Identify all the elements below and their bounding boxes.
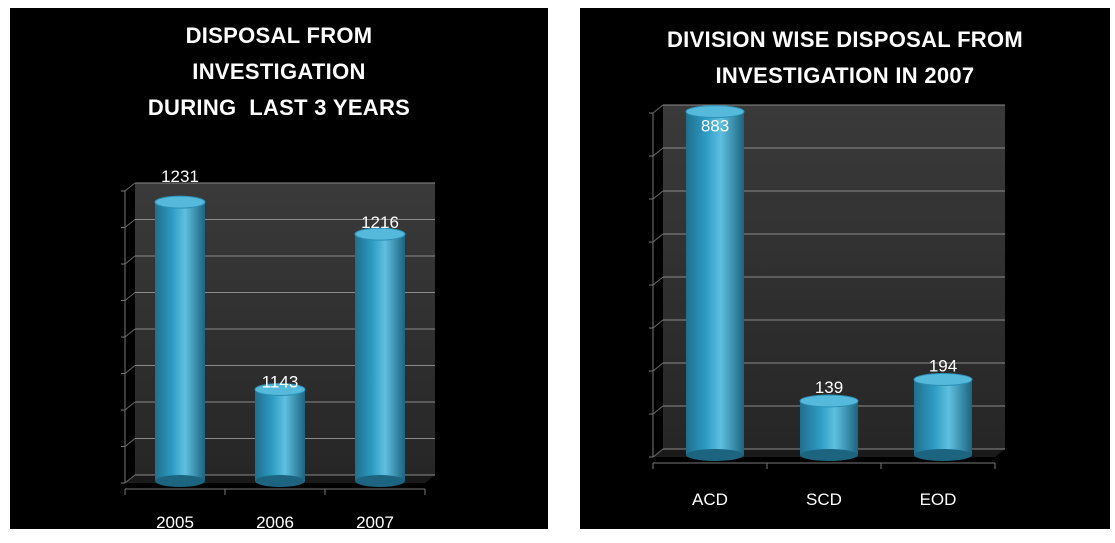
bar-EOD xyxy=(913,373,973,461)
bar-ACD xyxy=(685,105,745,461)
gridline xyxy=(124,292,136,301)
x-tick-label: 2005 xyxy=(156,513,194,529)
x-tick-label: 2007 xyxy=(356,513,394,529)
data-label: 883 xyxy=(701,117,729,136)
bar-2006 xyxy=(254,382,306,487)
bar-2005 xyxy=(154,195,206,487)
x-tick-label: ACD xyxy=(692,490,728,509)
data-label: 1231 xyxy=(161,167,199,186)
data-label: 194 xyxy=(929,357,957,376)
bar-chart-left: 1231 2005 1143 2006 1216 2007 xyxy=(121,167,435,529)
data-label: 1216 xyxy=(361,213,399,232)
gridline xyxy=(652,190,664,200)
chart-title-line: DURING LAST 3 YEARS xyxy=(147,95,411,120)
gridline xyxy=(652,362,664,372)
gridline xyxy=(124,255,136,265)
gridline xyxy=(124,474,136,484)
gridline xyxy=(124,328,136,338)
gridline xyxy=(124,365,136,374)
x-tick-label: SCD xyxy=(806,490,842,509)
chart-title: DIVISION WISE DISPOSAL FROM INVESTIGATIO… xyxy=(580,22,1110,94)
data-label: 139 xyxy=(815,378,843,397)
chart-title-line: INVESTIGATION xyxy=(192,59,366,84)
chart-title: DISPOSAL FROM INVESTIGATION DURING LAST … xyxy=(10,18,548,126)
chart-title-line: DISPOSAL FROM xyxy=(185,23,373,48)
chart-title-line: INVESTIGATION IN 2007 xyxy=(715,63,975,88)
x-tick-label: EOD xyxy=(920,490,957,509)
gridline xyxy=(652,276,664,286)
gridline xyxy=(652,319,664,329)
gridline xyxy=(652,405,664,415)
gridline xyxy=(652,233,664,243)
gridline xyxy=(652,448,664,458)
bar-SCD xyxy=(799,394,859,461)
chart-panel-right: DIVISION WISE DISPOSAL FROM INVESTIGATIO… xyxy=(580,8,1110,529)
x-tick-label: 2006 xyxy=(256,513,294,529)
gridline xyxy=(652,104,664,114)
data-label: 1143 xyxy=(262,372,299,391)
chart-panel-left: DISPOSAL FROM INVESTIGATION DURING LAST … xyxy=(10,8,548,529)
chart-title-line: DIVISION WISE DISPOSAL FROM xyxy=(666,27,1024,52)
bar-chart-right: 883 ACD 139 SCD 194 EOD xyxy=(649,104,1005,509)
gridline xyxy=(652,147,664,157)
gridline xyxy=(124,182,136,192)
gridline xyxy=(124,401,136,411)
gridline xyxy=(124,219,136,228)
gridline xyxy=(124,438,136,447)
bar-2007 xyxy=(354,227,406,487)
